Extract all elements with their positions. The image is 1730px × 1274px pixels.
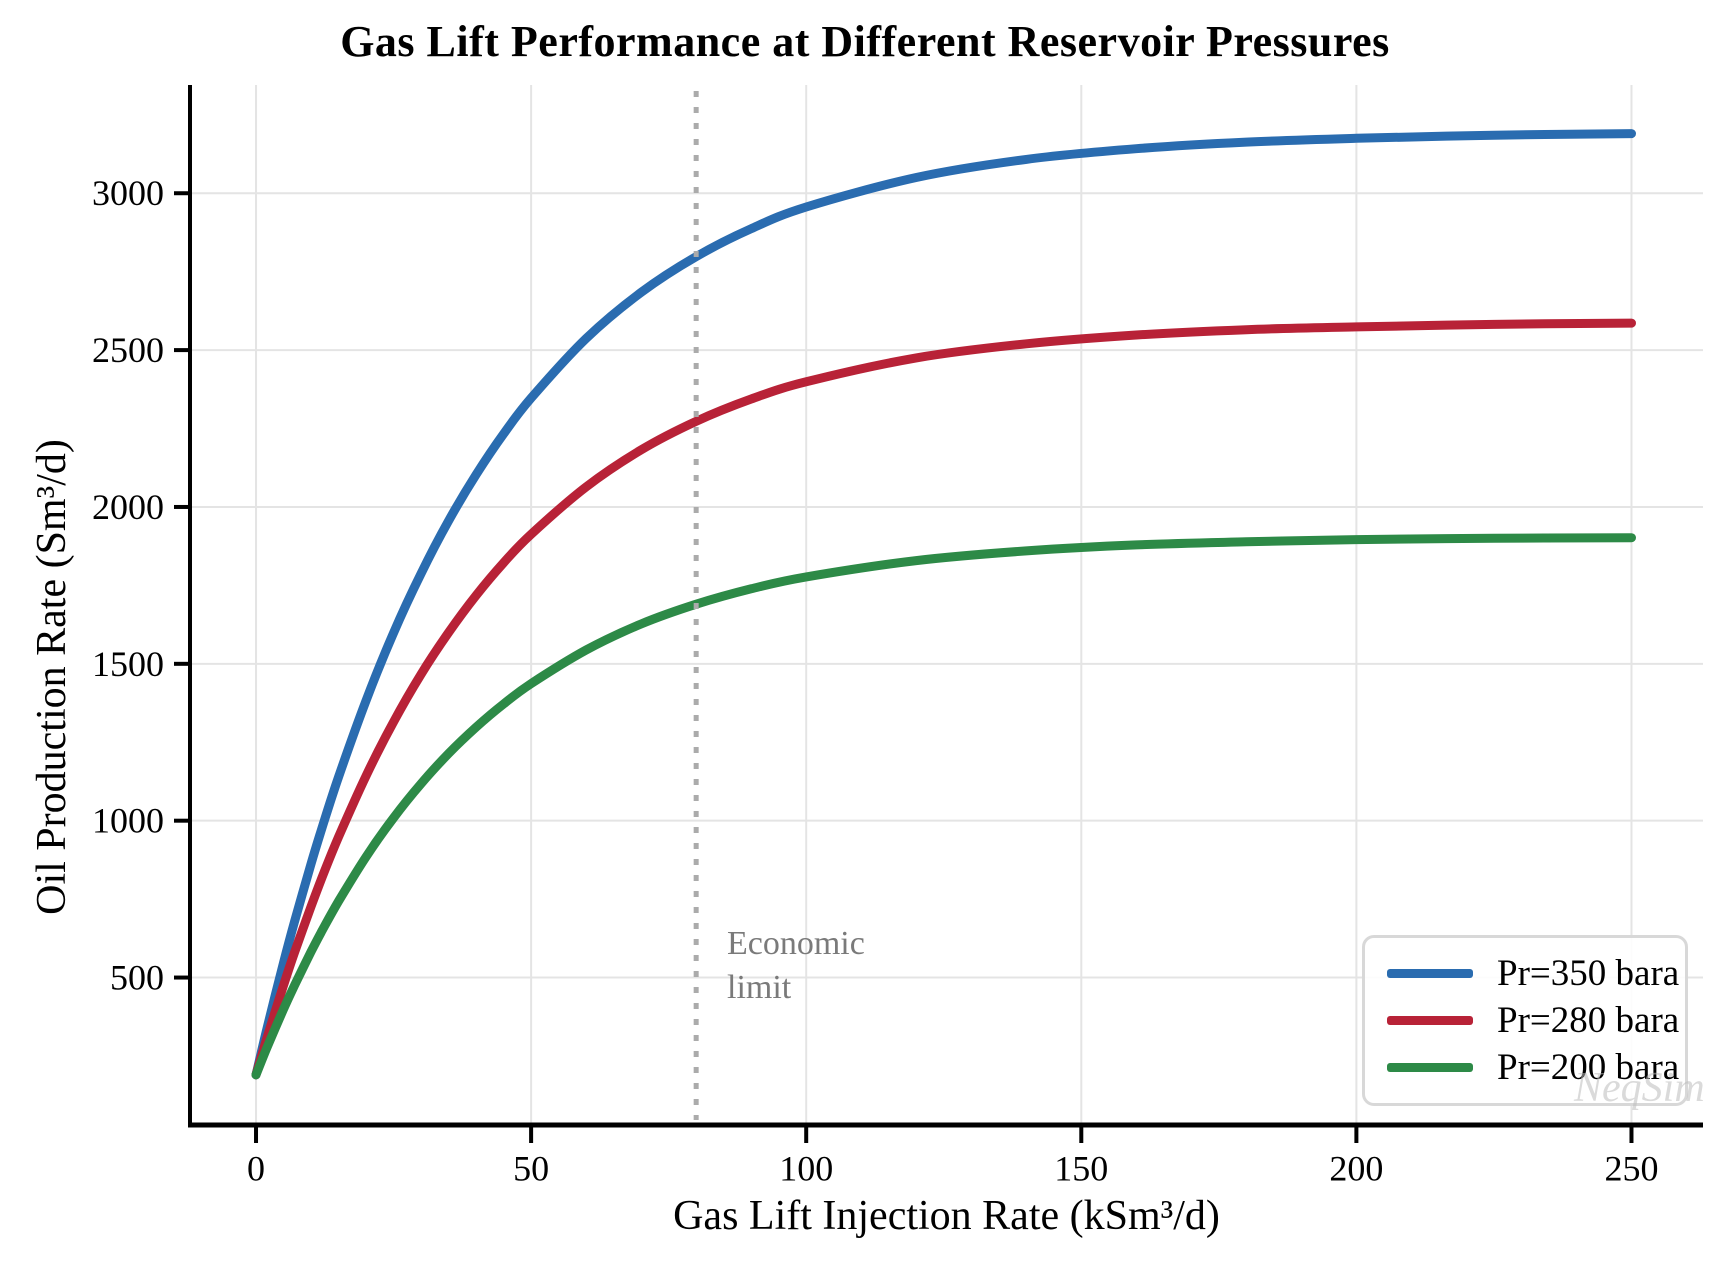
y-tick-label: 1000: [92, 801, 164, 841]
legend-item: Pr=280 bara: [1387, 998, 1679, 1043]
gridlines: [190, 85, 1703, 1125]
curve-pr-200-bara: [251, 533, 1636, 1080]
axis-ticks: [174, 191, 1634, 1143]
axes-spines: [188, 85, 1703, 1128]
legend-swatch: [1387, 969, 1473, 978]
legend-swatch: [1387, 1016, 1473, 1025]
x-tick-label: 50: [513, 1149, 549, 1189]
legend-label: Pr=350 bara: [1497, 953, 1680, 994]
series-curves: [251, 129, 1636, 1080]
y-tick-label: 1500: [92, 644, 164, 684]
axis-tick-labels: 0 50 100 150 200 250 500 1000 1500 2000 2500 3000: [92, 173, 1658, 1188]
y-tick-label: 500: [110, 958, 164, 998]
legend-item: Pr=200 bara: [1387, 1045, 1679, 1090]
chart-title: Gas Lift Performance at Different Reserv…: [340, 17, 1390, 66]
legend: Pr=350 bara Pr=280 bara Pr=200 bara: [1362, 935, 1688, 1106]
x-tick-label: 0: [247, 1149, 265, 1189]
x-axis-label: Gas Lift Injection Rate (kSm³/d): [673, 1193, 1220, 1239]
y-axis-label: Oil Production Rate (Sm³/d): [29, 439, 75, 915]
x-tick-label: 150: [1054, 1149, 1108, 1189]
neqsim-watermark: NeqSim: [1574, 1065, 1705, 1111]
legend-swatch: [1387, 1063, 1473, 1072]
y-tick-label: 2500: [92, 330, 164, 370]
x-tick-label: 200: [1329, 1149, 1383, 1189]
curve-pr-350-bara: [251, 129, 1636, 1080]
legend-label: Pr=200 bara: [1497, 1047, 1680, 1088]
legend-label: Pr=280 bara: [1497, 1000, 1680, 1041]
x-tick-label: 250: [1604, 1149, 1658, 1189]
economic-limit-annotation: Economic limit: [727, 925, 865, 1006]
y-tick-label: 2000: [92, 487, 164, 527]
y-tick-label: 3000: [92, 173, 164, 213]
legend-item: Pr=350 bara: [1387, 951, 1679, 996]
x-tick-label: 100: [779, 1149, 833, 1189]
curve-pr-280-bara: [251, 318, 1636, 1080]
